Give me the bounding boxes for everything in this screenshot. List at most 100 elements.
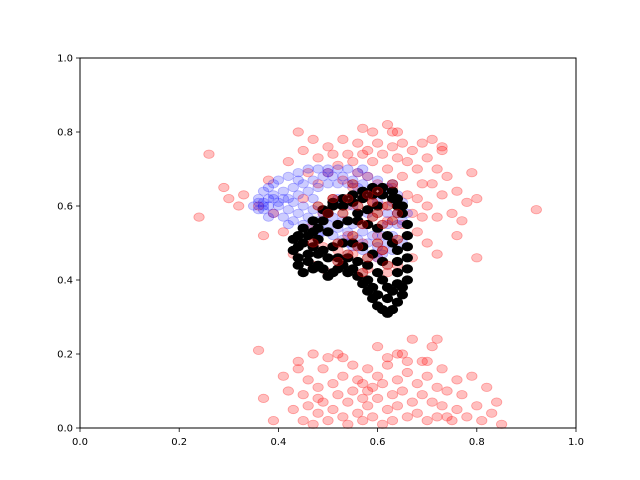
data-point xyxy=(367,412,379,422)
data-point xyxy=(317,171,329,181)
data-point xyxy=(352,208,364,218)
data-point xyxy=(297,223,309,233)
data-point xyxy=(441,386,453,396)
data-point xyxy=(451,186,463,196)
data-point xyxy=(327,378,339,389)
data-point xyxy=(307,238,319,248)
data-point xyxy=(337,208,349,218)
data-point xyxy=(332,390,344,400)
data-point xyxy=(277,371,289,381)
data-point xyxy=(530,205,542,215)
data-point xyxy=(381,360,394,370)
data-point xyxy=(322,168,334,178)
data-point xyxy=(441,171,453,181)
data-point xyxy=(297,145,309,156)
data-point xyxy=(362,386,374,396)
data-point xyxy=(416,390,428,400)
data-point xyxy=(332,238,344,248)
data-point xyxy=(381,164,394,174)
data-point xyxy=(406,397,418,407)
data-point xyxy=(322,142,334,152)
data-point xyxy=(297,194,309,204)
data-point xyxy=(357,219,369,230)
data-point xyxy=(451,404,463,415)
data-point xyxy=(252,345,265,355)
data-point xyxy=(371,238,384,248)
data-point xyxy=(386,127,399,137)
data-point xyxy=(292,260,304,270)
data-point xyxy=(307,419,319,429)
y-tick-label: 1.0 xyxy=(57,54,73,65)
data-point xyxy=(282,194,294,204)
data-point xyxy=(317,245,329,255)
data-point xyxy=(262,175,275,185)
data-point xyxy=(337,175,349,185)
data-point xyxy=(391,375,404,385)
data-point xyxy=(322,164,334,174)
data-point xyxy=(277,212,289,222)
data-point xyxy=(357,393,369,403)
data-point xyxy=(431,334,443,344)
data-point xyxy=(277,227,289,237)
data-point xyxy=(312,164,324,174)
data-point xyxy=(411,408,423,418)
data-point xyxy=(416,179,428,189)
data-point xyxy=(431,164,443,174)
data-point xyxy=(257,186,270,196)
data-point xyxy=(431,212,443,222)
data-point xyxy=(406,334,418,344)
data-point xyxy=(416,138,428,148)
data-point xyxy=(262,201,275,211)
data-point xyxy=(391,256,404,267)
data-point xyxy=(248,201,260,211)
series-2 xyxy=(287,182,413,318)
data-point xyxy=(396,201,408,211)
data-point xyxy=(371,393,384,403)
data-point xyxy=(491,397,503,407)
data-point xyxy=(257,205,270,215)
data-point xyxy=(292,356,304,366)
data-point xyxy=(282,219,294,230)
data-point xyxy=(322,227,334,237)
data-point xyxy=(416,212,428,222)
data-point xyxy=(362,190,374,200)
data-point xyxy=(342,253,354,263)
data-point xyxy=(381,120,394,130)
data-point xyxy=(352,201,364,211)
data-point xyxy=(292,208,304,218)
data-point xyxy=(312,179,324,189)
data-point xyxy=(337,371,349,381)
data-point xyxy=(466,168,478,178)
data-point xyxy=(347,179,359,189)
data-point xyxy=(257,393,270,403)
data-point xyxy=(357,267,369,278)
data-point xyxy=(401,275,413,285)
data-point xyxy=(476,415,488,426)
data-point xyxy=(386,304,399,315)
data-point xyxy=(381,208,394,218)
data-point xyxy=(446,208,458,218)
data-point xyxy=(287,182,299,193)
data-point xyxy=(396,138,408,148)
data-point xyxy=(396,171,408,181)
data-point xyxy=(401,231,413,241)
data-point xyxy=(292,127,304,137)
data-point xyxy=(272,197,284,207)
data-point xyxy=(362,171,374,181)
data-point xyxy=(292,190,304,200)
data-point xyxy=(307,216,319,226)
data-point xyxy=(471,401,483,411)
data-point xyxy=(401,367,413,378)
data-point xyxy=(386,186,399,196)
data-point xyxy=(396,349,408,359)
data-point xyxy=(347,264,359,274)
data-point xyxy=(277,186,289,196)
data-point xyxy=(312,182,324,193)
data-point xyxy=(342,149,354,159)
data-point xyxy=(376,378,389,389)
data-point xyxy=(401,356,413,366)
data-point xyxy=(386,216,399,226)
data-point xyxy=(371,341,384,352)
data-point xyxy=(386,142,399,152)
